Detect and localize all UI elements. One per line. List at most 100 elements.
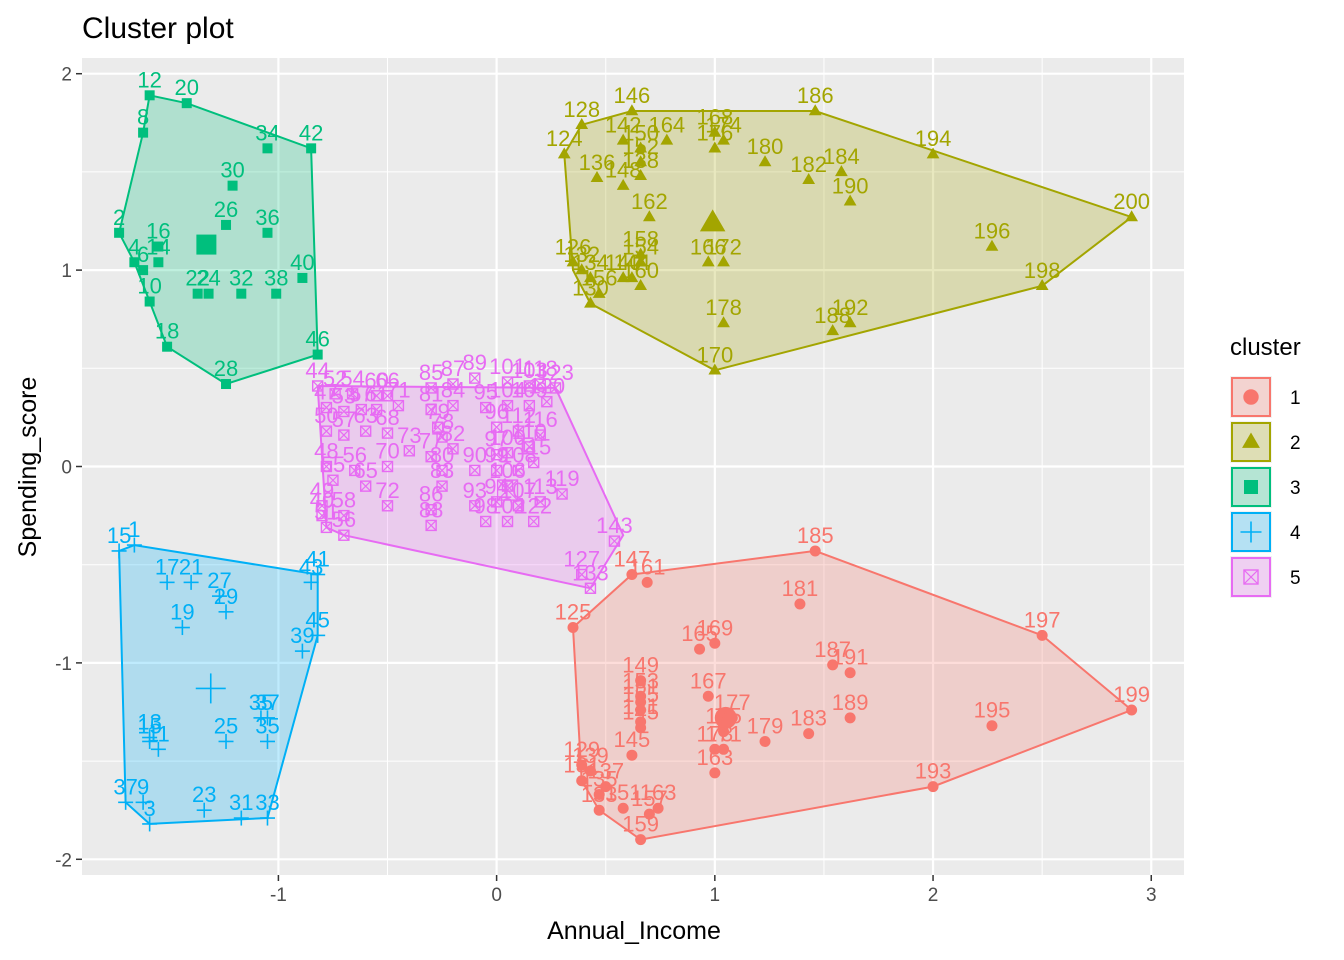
cluster-2-point (634, 255, 648, 267)
cluster-2-point (1125, 210, 1139, 222)
cluster-5-point (425, 519, 437, 532)
cluster-1-point (635, 675, 647, 687)
marker-box (425, 519, 437, 532)
cluster-4-point-label: 9 (137, 774, 149, 799)
cluster-5-point-label: 63 (353, 403, 377, 428)
marker-box (576, 568, 588, 581)
marker-box (381, 427, 394, 439)
cluster-2-point-label: 152 (622, 134, 659, 159)
cluster-5-point (425, 450, 437, 463)
marker-box-diag (502, 400, 513, 412)
cluster-2-point (717, 316, 730, 328)
cluster-5-point (528, 456, 540, 469)
marker-triangle (843, 316, 857, 328)
marker-triangle (826, 324, 840, 336)
cluster-2-point (642, 210, 656, 222)
cluster-5-point (346, 388, 359, 400)
marker-box (534, 496, 546, 508)
marker-box (338, 509, 350, 522)
cluster-4-point-label: 27 (207, 568, 231, 593)
cluster-3-point (129, 257, 140, 268)
cluster-1-point (1126, 704, 1138, 716)
cluster-4-point (310, 627, 326, 643)
marker-box (490, 496, 503, 508)
marker-square (1244, 480, 1258, 494)
cluster-5-point (480, 401, 492, 414)
cluster-1-point-label: 145 (622, 700, 659, 725)
cluster-5-point (490, 449, 503, 461)
cluster-2-point (592, 286, 606, 298)
cluster-1-point-label: 137 (587, 759, 624, 784)
marker-box (338, 529, 350, 541)
cluster-3-point-label: 4 (128, 234, 140, 259)
cluster-5-point (425, 504, 437, 516)
cluster-5-point (512, 464, 525, 477)
legend-key-1 (1230, 376, 1272, 418)
marker-triangle (835, 165, 848, 177)
marker-box (359, 480, 372, 492)
marker-triangle (708, 363, 722, 375)
legend-label-1: 1 (1290, 388, 1301, 409)
cluster-5-point-label: 78 (430, 409, 454, 434)
marker-box-diag (502, 447, 513, 459)
marker-box (512, 500, 525, 512)
marker-box (320, 521, 333, 534)
cluster-4-point (174, 620, 190, 636)
cluster-5-point-label: 82 (441, 421, 465, 446)
cluster-5-point (512, 500, 525, 512)
marker-circle (652, 802, 664, 814)
marker-box (327, 474, 339, 486)
cluster-5-point-label: 40 (310, 488, 334, 513)
cluster-5-point (338, 529, 350, 541)
cluster-1-point-label: 191 (832, 645, 869, 670)
cluster-3-point (271, 288, 282, 299)
marker-circle (635, 704, 647, 716)
cluster-2-point-label: 156 (581, 266, 618, 291)
marker-box (425, 450, 437, 463)
cluster-3-point (144, 90, 155, 101)
cluster-2-point (616, 271, 630, 283)
cluster-1-point-label: 145 (614, 727, 651, 752)
marker-square (196, 234, 217, 255)
cluster-5-point (327, 474, 339, 486)
marker-triangle (634, 255, 648, 267)
cluster-1-point (584, 765, 596, 777)
cluster-3-point-label: 40 (290, 250, 314, 275)
marker-box-diag (347, 388, 359, 400)
cluster-4-point-label: 33 (255, 790, 279, 815)
cluster-5-point (549, 382, 562, 394)
cluster-5-point (436, 431, 448, 443)
marker-box-diag (528, 516, 540, 527)
cluster-1-point (694, 643, 706, 655)
cluster-5-point (528, 515, 540, 528)
cluster-1-point-label: 193 (915, 759, 952, 784)
marker-box (490, 421, 503, 433)
cluster-5-point-label: 120 (528, 374, 565, 399)
marker-circle (844, 712, 856, 724)
cluster-4-point (303, 574, 319, 590)
cluster-5-point (381, 427, 394, 439)
cluster-2-point (575, 263, 589, 275)
marker-box (320, 425, 333, 437)
marker-box-diag (382, 461, 393, 472)
cluster-5-point (447, 399, 459, 412)
legend-label-3: 3 (1290, 478, 1301, 499)
cluster-5-point-label: 81 (419, 382, 443, 407)
marker-triangle (802, 172, 816, 184)
marker-square (271, 288, 282, 299)
cluster-5-point-label: 100 (489, 425, 526, 450)
cluster-3-point (221, 219, 232, 230)
cluster-5-point-label: 127 (563, 547, 600, 572)
marker-box-diag (491, 421, 503, 433)
cluster-2-point (717, 255, 730, 267)
cluster-3-center (196, 234, 217, 255)
marker-box (549, 382, 562, 394)
marker-box-diag (382, 390, 393, 402)
marker-circle (986, 720, 998, 732)
marker-box (311, 380, 324, 392)
marker-box (556, 488, 568, 500)
marker-box (501, 399, 514, 412)
cluster-2-point-label: 176 (696, 120, 733, 145)
cluster-5-point (338, 509, 350, 522)
cluster-5-point (501, 399, 514, 412)
